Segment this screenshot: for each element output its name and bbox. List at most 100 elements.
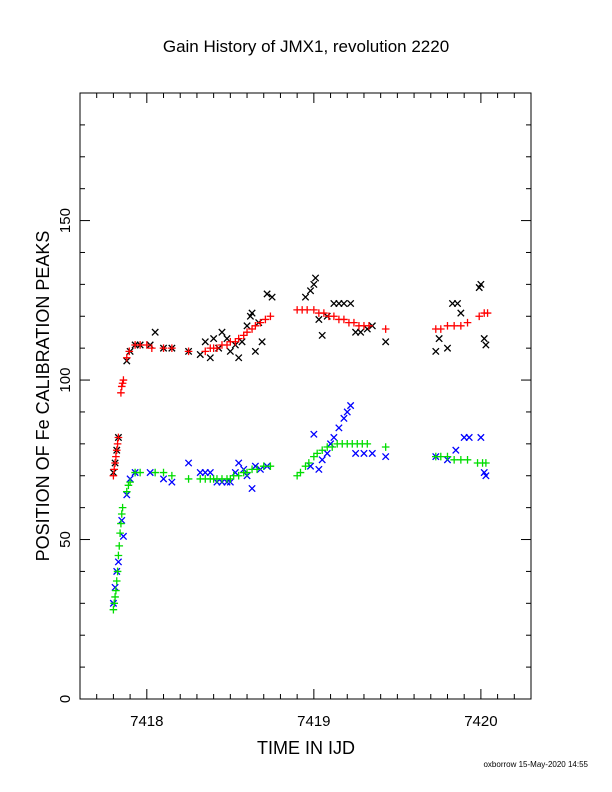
x-tick-label: 7420	[464, 713, 497, 730]
data-point	[196, 350, 204, 359]
data-point	[261, 315, 270, 324]
data-point	[303, 306, 311, 314]
data-point	[315, 465, 323, 474]
data-point	[330, 433, 338, 442]
chart-title: Gain History of JMX1, revolution 2220	[163, 37, 449, 56]
data-point	[259, 462, 268, 470]
data-point	[311, 274, 320, 282]
data-point	[318, 331, 326, 340]
data-point	[110, 599, 119, 608]
data-point	[109, 605, 118, 614]
data-point	[381, 325, 390, 333]
data-point	[234, 471, 243, 480]
y-tick-label: 150	[57, 208, 74, 233]
x-tick-label: 7419	[297, 713, 330, 730]
data-point	[248, 325, 256, 333]
data-point	[296, 468, 305, 477]
data-point	[313, 449, 321, 458]
data-point	[119, 376, 128, 384]
data-point	[113, 567, 122, 576]
data-point	[266, 312, 275, 321]
data-point	[218, 328, 226, 336]
data-point	[118, 503, 127, 512]
data-point	[360, 449, 368, 458]
data-point	[116, 529, 124, 537]
data-point	[112, 452, 120, 461]
data-point	[477, 280, 485, 289]
data-point	[340, 414, 348, 422]
data-point	[268, 293, 276, 301]
data-point	[143, 341, 151, 349]
data-point	[114, 433, 123, 442]
data-point	[452, 446, 460, 454]
data-point	[477, 433, 485, 442]
data-point	[305, 459, 313, 467]
data-point	[168, 471, 176, 480]
data-point	[226, 347, 234, 356]
series-3	[109, 440, 490, 614]
data-point	[151, 468, 159, 477]
data-point	[320, 309, 328, 317]
data-point	[201, 338, 209, 346]
data-point	[206, 468, 214, 477]
data-point	[117, 510, 126, 518]
series-2	[109, 401, 490, 607]
data-point	[351, 449, 360, 458]
data-point	[363, 440, 372, 448]
data-point	[112, 577, 121, 585]
data-point	[301, 293, 310, 301]
data-point	[310, 280, 318, 289]
series-0	[109, 274, 490, 477]
data-point	[235, 459, 243, 467]
data-point	[238, 338, 246, 346]
data-point	[223, 334, 231, 343]
y-tick-label: 100	[57, 368, 74, 393]
data-point	[111, 459, 119, 467]
data-point	[206, 354, 214, 362]
y-tick-label: 0	[57, 695, 74, 703]
data-point	[184, 347, 193, 356]
y-axis-label: POSITION OF Fe CALIBRATION PEAKS	[33, 231, 53, 562]
data-point	[301, 462, 310, 470]
data-point	[482, 472, 490, 480]
data-point	[480, 334, 488, 343]
y-tick-label: 50	[57, 531, 74, 548]
data-point	[381, 443, 390, 451]
data-point	[475, 312, 484, 321]
data-point	[346, 401, 355, 410]
data-point	[437, 452, 445, 461]
data-point	[234, 334, 243, 343]
data-point	[463, 455, 472, 464]
data-point	[457, 455, 465, 464]
data-point	[110, 465, 119, 474]
data-point	[432, 347, 440, 356]
data-point	[117, 382, 126, 391]
footer-stamp: oxborrow 15-May-2020 14:55	[483, 760, 588, 769]
data-point	[251, 322, 260, 330]
axis-ticks: 0 50 100 150 7418 7419 7420	[57, 92, 532, 730]
data-point	[251, 347, 260, 356]
data-point	[148, 344, 156, 352]
data-point	[243, 322, 251, 330]
data-point	[340, 315, 348, 324]
data-point	[168, 344, 176, 352]
data-point	[114, 558, 123, 566]
data-point	[184, 475, 193, 483]
data-point	[209, 334, 218, 343]
data-point	[435, 334, 443, 343]
data-point	[111, 583, 119, 592]
data-point	[243, 328, 251, 337]
data-point	[235, 354, 243, 362]
data-point	[382, 452, 390, 461]
data-point	[310, 306, 318, 314]
data-point	[340, 299, 348, 308]
data-point	[382, 338, 390, 346]
data-point	[119, 532, 128, 540]
data-point	[482, 341, 490, 349]
data-point	[343, 408, 351, 416]
data-point	[266, 462, 275, 470]
data-marks	[109, 274, 492, 614]
data-point	[346, 299, 355, 308]
data-point	[226, 475, 235, 483]
